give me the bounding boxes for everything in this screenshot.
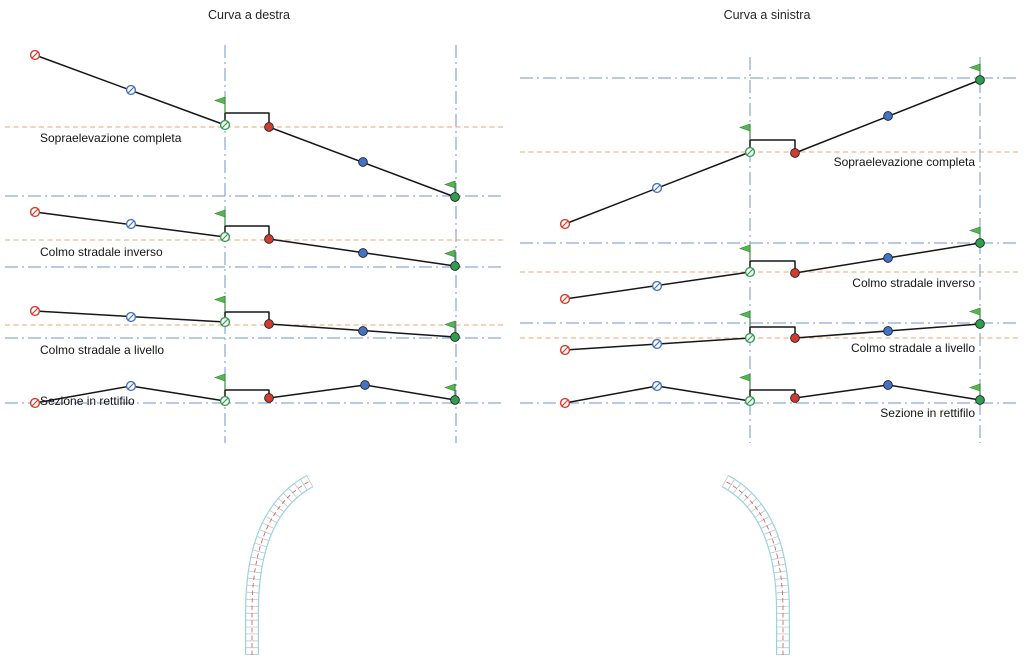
section-right-sopraelevazione-completa	[559, 63, 985, 230]
left-panel-title: Curva a destra	[208, 8, 290, 22]
label-colmo-inverso-left: Colmo stradale inverso	[40, 245, 163, 259]
marker-dot-blue	[883, 326, 893, 336]
marker-hatched-green	[219, 231, 231, 243]
cross-section-line	[34, 211, 456, 267]
flag-axis-icon	[739, 310, 751, 327]
flag-axis-icon	[739, 123, 751, 140]
cross-section-line	[564, 323, 981, 351]
marker-dot-red	[264, 122, 274, 132]
marker-hatched-red	[559, 344, 571, 356]
marker-hatched-blue	[125, 218, 137, 230]
marker-dot-red	[790, 268, 800, 278]
marker-dot-green	[975, 319, 985, 329]
flag-axis-icon	[214, 96, 226, 113]
cross-section-line	[34, 310, 456, 338]
flag-axis-icon	[739, 373, 751, 390]
marker-hatched-red	[29, 305, 41, 317]
marker-dot-red	[264, 319, 274, 329]
marker-dot-red	[790, 333, 800, 343]
flag-axis-icon	[214, 373, 226, 390]
marker-hatched-green	[219, 119, 231, 131]
marker-hatched-red	[559, 218, 571, 230]
marker-hatched-blue	[651, 380, 663, 392]
section-left-rettifilo	[29, 373, 460, 409]
label-colmo-a-livello-right: Colmo stradale a livello	[851, 341, 975, 355]
marker-dot-red	[790, 148, 800, 158]
plan-view-curva-destra	[245, 474, 314, 655]
marker-hatched-green	[744, 266, 756, 278]
marker-hatched-green	[219, 395, 231, 407]
section-right-colmo-a-livello	[559, 307, 985, 356]
flag-axis-icon	[214, 295, 226, 312]
marker-hatched-blue	[651, 182, 663, 194]
road-surface	[722, 475, 789, 655]
marker-dot-blue	[883, 253, 893, 263]
cross-section-line	[34, 54, 456, 198]
section-right-colmo-inverso	[559, 226, 985, 305]
marker-dot-red	[790, 393, 800, 403]
marker-hatched-green	[744, 332, 756, 344]
marker-dot-red	[264, 234, 274, 244]
road-centerline	[724, 480, 784, 655]
marker-dot-green	[450, 332, 460, 342]
marker-dot-blue	[360, 380, 370, 390]
right-panel-title: Curva a sinistra	[724, 8, 811, 22]
cross-section-line	[564, 384, 981, 404]
cross-section-line	[564, 242, 981, 300]
cross-section-line	[34, 384, 456, 404]
marker-hatched-blue	[125, 311, 137, 323]
label-sopraelevazione-completa-right: Sopraelevazione completa	[834, 155, 976, 169]
marker-dot-blue	[883, 111, 893, 121]
marker-hatched-green	[744, 395, 756, 407]
section-right-rettifilo	[559, 373, 985, 409]
section-left-sopraelevazione-completa	[29, 49, 460, 202]
marker-hatched-red	[559, 293, 571, 305]
marker-hatched-red	[29, 49, 41, 61]
marker-dot-green	[975, 75, 985, 85]
marker-hatched-red	[29, 397, 41, 409]
marker-dot-blue	[358, 157, 368, 167]
marker-dot-green	[450, 395, 460, 405]
marker-hatched-blue	[651, 280, 663, 292]
marker-dot-green	[975, 395, 985, 405]
marker-hatched-green	[744, 146, 756, 158]
marker-dot-green	[450, 192, 460, 202]
plan-view-curva-sinistra	[721, 474, 790, 655]
section-left-colmo-inverso	[29, 206, 460, 271]
marker-hatched-blue	[651, 338, 663, 350]
flag-axis-icon	[739, 244, 751, 261]
cross-section-line	[564, 79, 981, 225]
marker-hatched-red	[29, 206, 41, 218]
left-panel-guides	[5, 45, 503, 443]
label-rettifilo-left: Sezione in rettifilo	[40, 394, 135, 408]
marker-dot-blue	[358, 248, 368, 258]
section-left-colmo-a-livello	[29, 295, 460, 342]
marker-dot-blue	[883, 380, 893, 390]
marker-dot-green	[450, 261, 460, 271]
marker-dot-blue	[358, 326, 368, 336]
marker-hatched-green	[219, 316, 231, 328]
marker-dot-red	[264, 393, 274, 403]
road-surface	[246, 475, 313, 655]
marker-dot-green	[975, 238, 985, 248]
label-colmo-inverso-right: Colmo stradale inverso	[852, 276, 975, 290]
label-colmo-a-livello-left: Colmo stradale a livello	[40, 343, 164, 357]
label-rettifilo-right: Sezione in rettifilo	[880, 406, 975, 420]
marker-hatched-red	[559, 397, 571, 409]
label-sopraelevazione-completa-left: Sopraelevazione completa	[40, 131, 182, 145]
road-centerline	[251, 480, 311, 655]
flag-axis-icon	[214, 209, 226, 226]
marker-hatched-blue	[125, 84, 137, 96]
right-panel-guides	[520, 57, 1018, 443]
marker-hatched-blue	[125, 380, 137, 392]
